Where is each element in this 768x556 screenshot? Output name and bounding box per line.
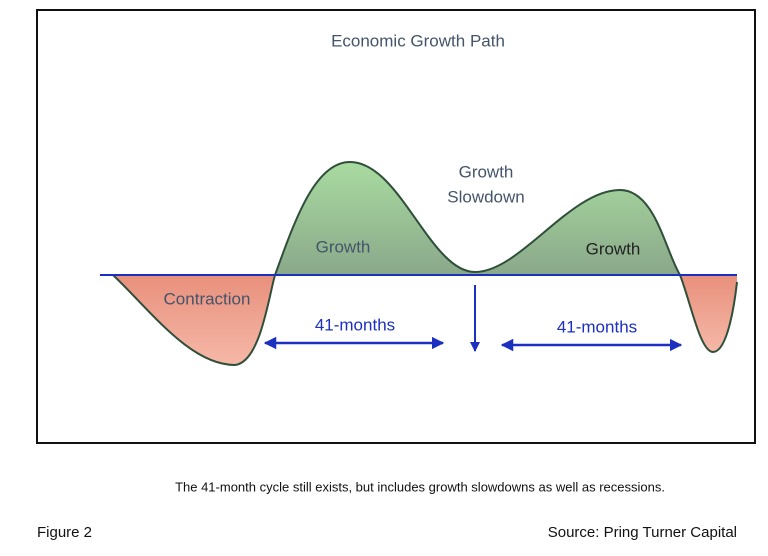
growth-path: [112, 160, 738, 367]
contraction-area: [680, 275, 737, 352]
contraction-area: [113, 275, 275, 365]
span-label: 41-months: [557, 317, 637, 336]
growth-area: [275, 162, 680, 275]
diagram-title: Economic Growth Path: [331, 31, 505, 50]
figure-label: Figure 2: [37, 524, 92, 541]
label: Growth: [459, 162, 514, 181]
label: Growth: [316, 237, 371, 256]
label: Contraction: [164, 289, 251, 308]
caption: The 41-month cycle still exists, but inc…: [175, 479, 665, 494]
span-label: 41-months: [315, 315, 395, 334]
source: Source: Pring Turner Capital: [548, 524, 737, 541]
label: Slowdown: [447, 187, 525, 206]
label: Growth: [586, 239, 641, 258]
